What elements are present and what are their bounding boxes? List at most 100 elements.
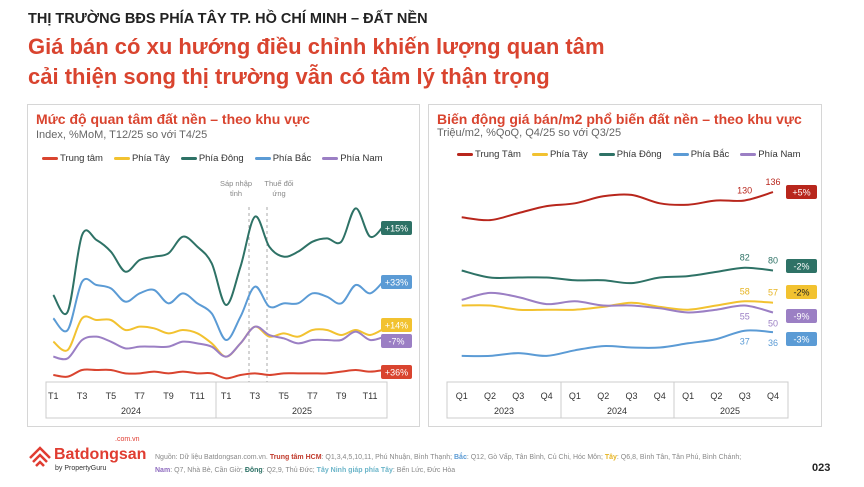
region-name: Trung tâm HCM [269, 454, 322, 461]
region-name: Tây [604, 454, 617, 461]
source-prefix: Nguồn: Dữ liệu Batdongsan.com.vn. [155, 454, 270, 461]
legend-label: Phía Tây [131, 153, 170, 164]
x-tick-label: T11 [363, 391, 378, 401]
region-name: Đông [244, 467, 263, 474]
x-tick-label: T7 [134, 391, 145, 401]
headline-line-1: Giá bán có xu hướng điều chỉnh khiến lượ… [28, 34, 605, 59]
region-districts: : Q1,3,4,5,10,11, Phú Nhuận, Bình Thạnh; [321, 454, 454, 461]
x-tick-label: Q2 [597, 391, 609, 401]
change-badge-label: +15% [385, 224, 408, 234]
x-tick-label: Q4 [767, 391, 779, 401]
change-badge [786, 259, 817, 273]
change-badge-label: +5% [792, 188, 810, 198]
x-tick-label: T9 [163, 391, 174, 401]
legend-swatch [598, 152, 615, 156]
change-badge [381, 318, 412, 332]
legend-label: Phía Tây [549, 149, 588, 160]
x-tick-label: Q4 [541, 391, 553, 401]
change-badge [786, 185, 817, 199]
legend-swatch [457, 152, 473, 156]
x-group-label: 2024 [121, 406, 141, 416]
x-tick-label: T5 [106, 391, 117, 401]
data-label: 57 [768, 288, 778, 298]
legend-item: Trung tâm [42, 153, 103, 164]
change-badge [381, 221, 412, 235]
series-line-Phía Tây [461, 300, 774, 312]
change-badge-label: +14% [385, 321, 408, 331]
annotation-label: Thuế đối [264, 179, 294, 188]
x-group-label: 2025 [720, 406, 740, 416]
region-districts: : Bến Lức, Đức Hòa [392, 467, 456, 474]
data-label: 55 [740, 312, 750, 322]
region-name: Nam [155, 467, 171, 474]
change-badge [786, 332, 817, 346]
x-tick-label: Q3 [739, 391, 751, 401]
legend-label: Phía Nam [340, 153, 383, 164]
series-line-Phía Nam [461, 291, 774, 314]
region-districts: : Q12, Gò Vấp, Tân Bình, Củ Chi, Hóc Môn… [466, 454, 605, 461]
change-badge [786, 309, 817, 323]
legend-item: Trung Tâm [457, 149, 521, 160]
change-badge-label: +36% [385, 368, 408, 378]
series-line-Trung Tâm [461, 191, 774, 222]
series-line-Phía Bắc [461, 329, 774, 358]
change-badge-label: -7% [388, 337, 404, 347]
legend-label: Phía Đông [616, 149, 662, 160]
legend-swatch [322, 156, 339, 160]
series-line-Phía Đông [52, 207, 386, 315]
chart-title: Biến động giá bán/m2 phổ biến đất nền – … [437, 111, 802, 127]
house-logo-icon [29, 446, 51, 467]
page-number: 023 [812, 462, 831, 474]
x-axis-box [446, 381, 789, 419]
change-badge-label: -2% [793, 288, 809, 298]
x-tick-label: T1 [221, 391, 232, 401]
x-tick-label: Q2 [484, 391, 496, 401]
legend-item: Phía Bắc [672, 149, 730, 160]
annotation-label: tỉnh [230, 189, 242, 198]
change-badge [786, 285, 817, 299]
legend-swatch [740, 152, 757, 156]
legend-item: Phía Tây [531, 149, 588, 160]
legend-swatch [254, 156, 271, 160]
x-tick-label: Q1 [682, 391, 694, 401]
series-line-Phía Nam [53, 325, 385, 361]
legend-swatch [672, 152, 689, 156]
legend-label: Phía Bắc [690, 149, 730, 160]
change-badge [381, 365, 412, 379]
x-tick-label: Q1 [569, 391, 581, 401]
legend-swatch [531, 152, 548, 156]
legend-label: Phía Bắc [272, 153, 312, 164]
x-group-label: 2023 [494, 406, 514, 416]
legend-item: Phía Đông [180, 153, 244, 164]
data-label: 58 [740, 286, 750, 296]
legend-item: Phía Bắc [254, 153, 312, 164]
chart-subtitle: Triệu/m2, %QoQ, Q4/25 so với Q3/25 [437, 127, 622, 139]
x-tick-label: Q3 [512, 391, 524, 401]
change-badge-label: -3% [793, 335, 809, 345]
series-line-Trung tâm [53, 368, 385, 380]
chart-legend: Trung Tâm Phía Tây Phía Đông Phía Bắc Phía N… [457, 149, 801, 160]
series-line-Phía Tây [52, 315, 385, 358]
data-label: 82 [740, 253, 750, 263]
legend-label: Phía Đông [198, 153, 244, 164]
change-badge-label: +33% [385, 278, 408, 288]
x-tick-label: Q4 [654, 391, 666, 401]
region-name: Tây Ninh giáp phía Tây [316, 467, 393, 474]
legend-label: Trung tâm [60, 153, 103, 164]
legend-label: Trung Tâm [475, 149, 521, 160]
data-label: 80 [768, 256, 778, 266]
legend-swatch [180, 156, 197, 160]
batdongsan-logo: Batdongsan .com.vn by PropertyGuru [27, 436, 146, 477]
data-label: 36 [768, 338, 778, 348]
legend-item: Phía Tây [113, 153, 170, 164]
x-tick-label: T7 [307, 391, 318, 401]
price-chart-panel: Biến động giá bán/m2 phổ biến đất nền – … [428, 104, 822, 427]
series-line-Phía Đông [461, 266, 774, 285]
change-badge [381, 275, 412, 289]
data-label: 130 [737, 186, 752, 196]
series-line-Phía Bắc [52, 277, 386, 341]
x-tick-label: Q3 [625, 391, 637, 401]
x-group-label: 2024 [607, 406, 627, 416]
region-districts: : Q2,9, Thủ Đức; [262, 467, 317, 474]
